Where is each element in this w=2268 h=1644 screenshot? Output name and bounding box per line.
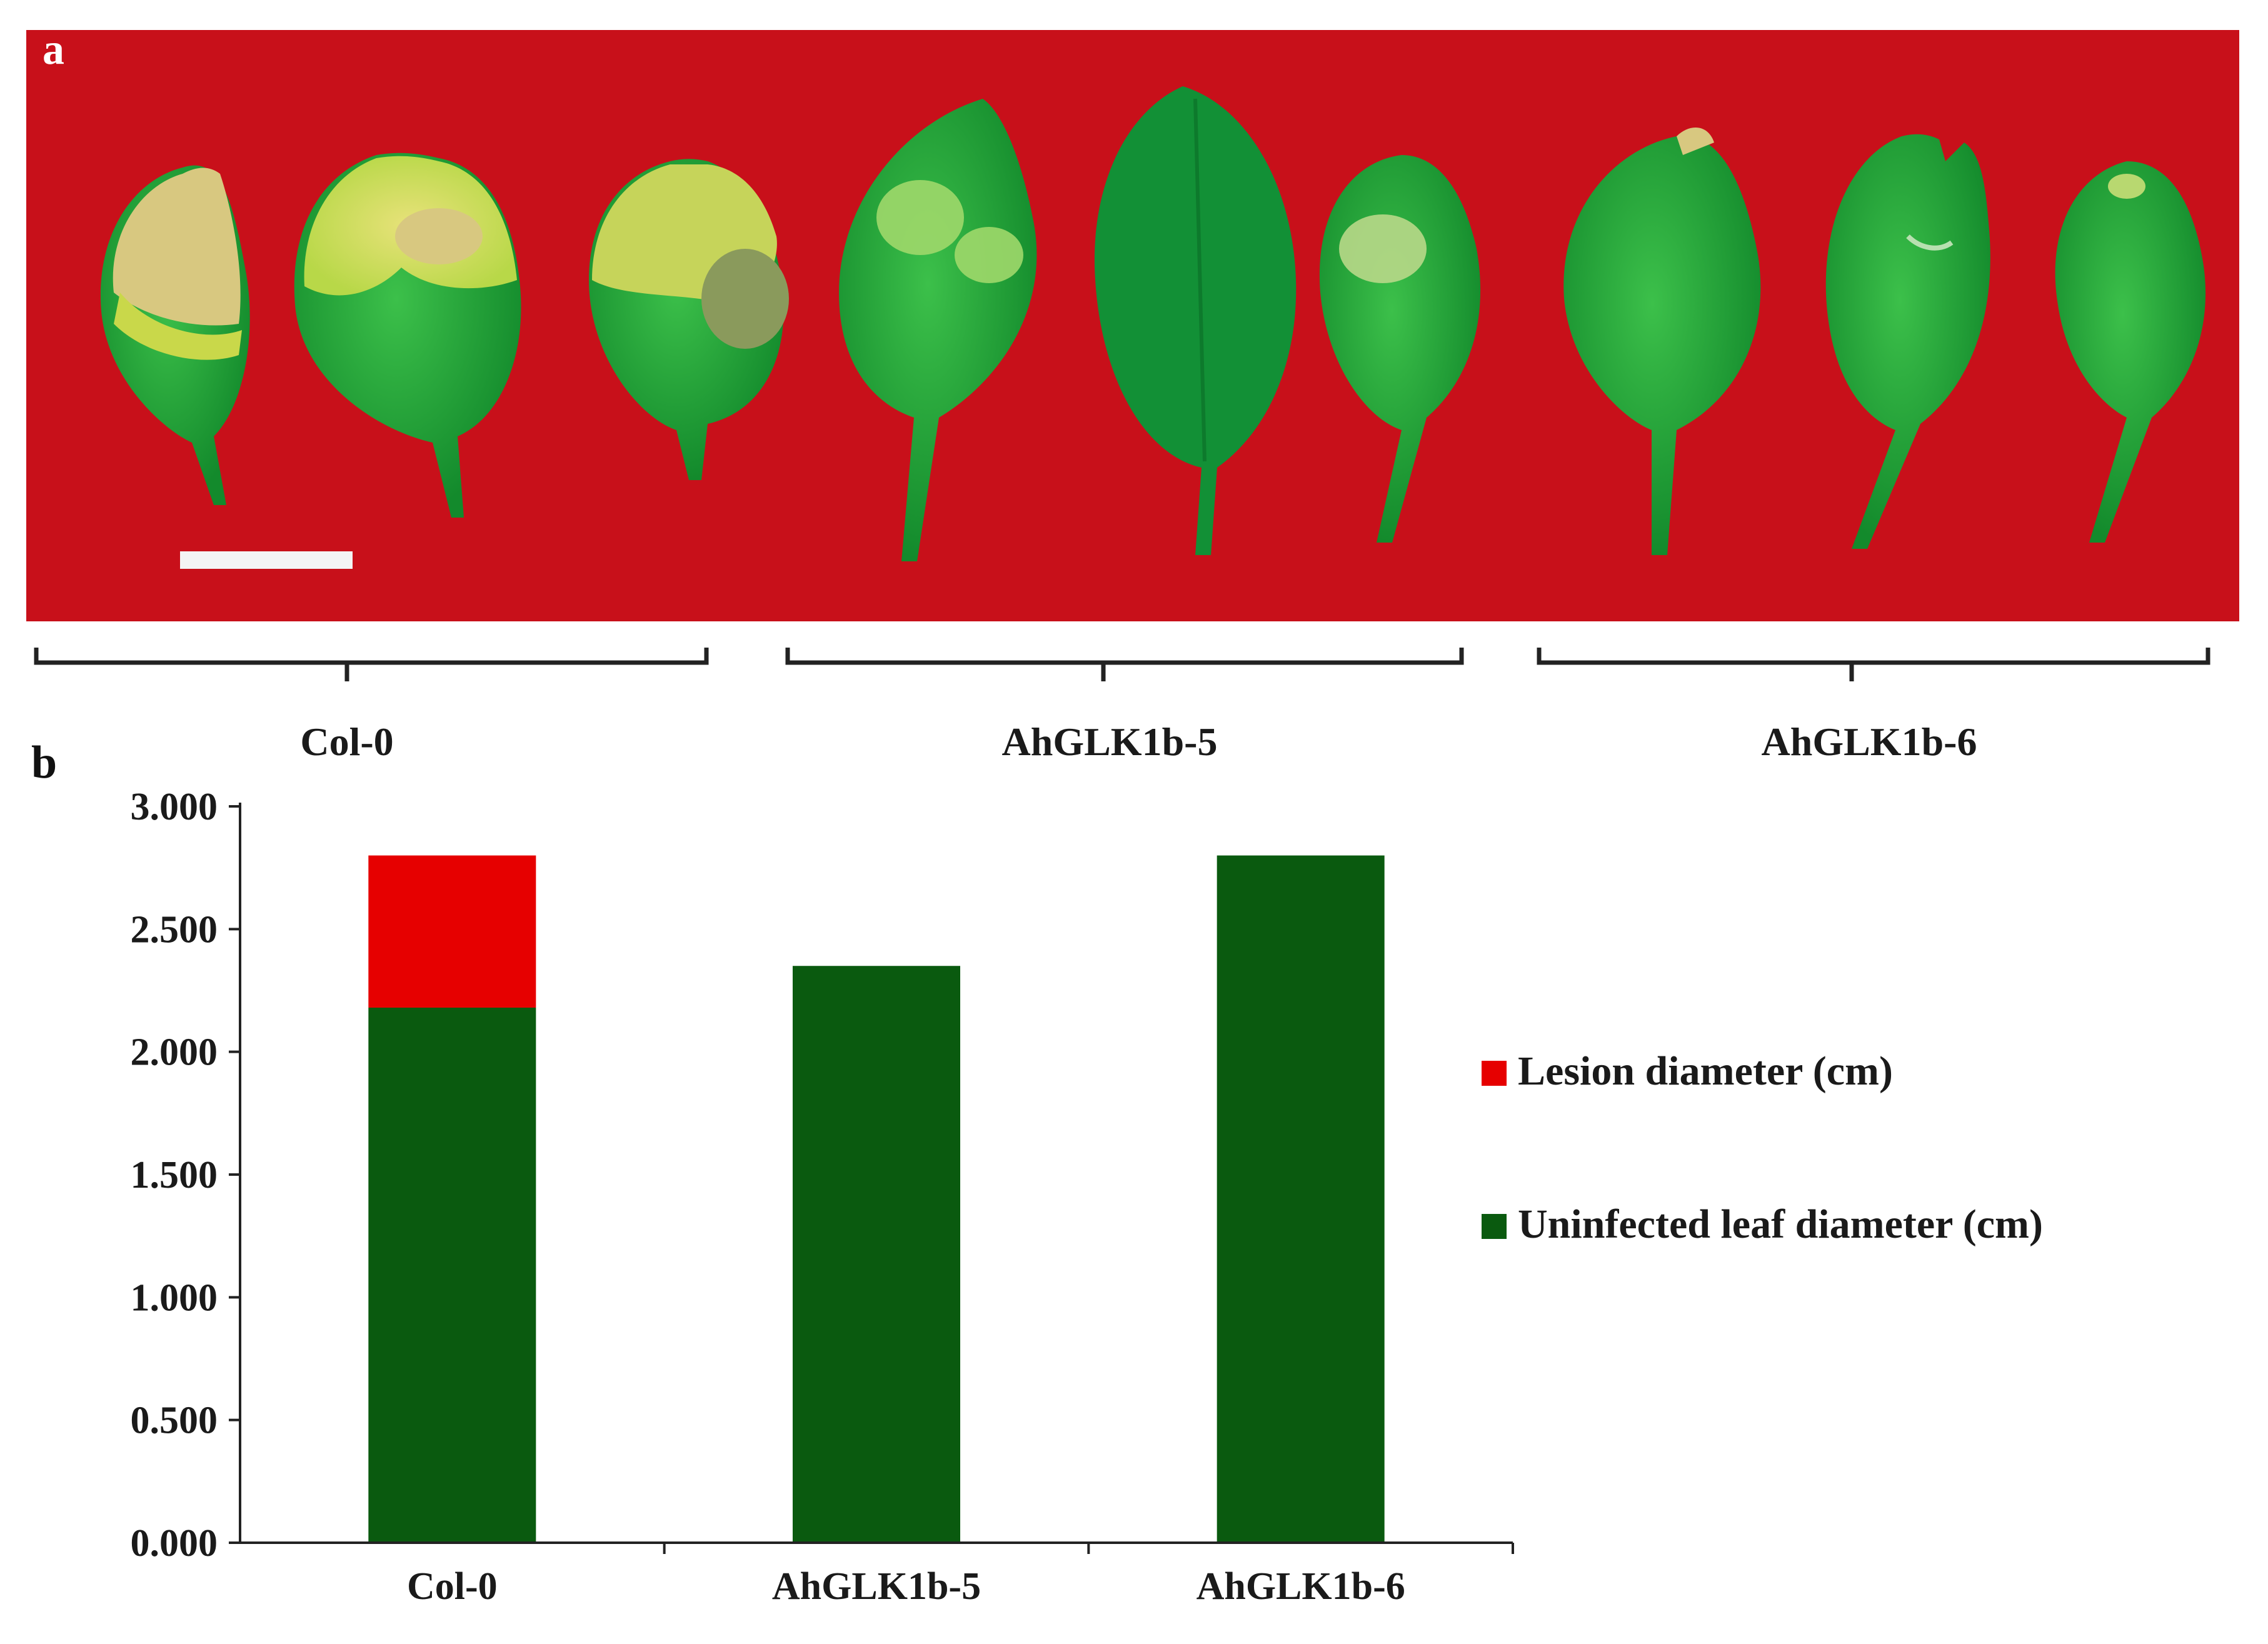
leaf-col0-1 (100, 165, 250, 505)
x-tick-label: AhGLK1b-6 (1197, 1565, 1405, 1608)
leaf-glk6-2 (1825, 134, 1990, 549)
leaf-glk5-3 (1319, 155, 1481, 543)
bar-chart: 0.000 0.500 1.000 1.500 2.000 2.500 3.000 Col-… (131, 786, 2044, 1608)
leaf-photo-panel (26, 30, 2239, 621)
y-tick-label: 0.500 (131, 1400, 218, 1442)
legend-label-uninfected: Uninfected leaf diameter (cm) (1518, 1201, 2043, 1247)
leaf-photo (100, 86, 2206, 561)
bar-uninfected-1 (793, 966, 960, 1543)
leaf-glk5-2 (1094, 86, 1297, 555)
bracket-col0 (34, 648, 709, 681)
panel-label-a: a (43, 26, 64, 74)
bar-uninfected-0 (368, 1007, 536, 1543)
leaf-glk5-1 (839, 99, 1037, 561)
leaf-col0-3 (589, 159, 789, 480)
bracket-glk5 (785, 648, 1464, 681)
bars (368, 855, 1385, 1543)
group-label-glk5: AhGLK1b-5 (1001, 719, 1218, 764)
x-tick-label: AhGLK1b-5 (772, 1565, 981, 1608)
y-tick-label: 1.500 (131, 1154, 218, 1196)
y-tick-label: 2.500 (131, 908, 218, 951)
bar-lesion-0 (368, 855, 536, 1008)
legend-swatch-lesion (1482, 1061, 1507, 1086)
bracket-glk6 (1537, 648, 2210, 681)
leaf-glk6-1 (1563, 128, 1761, 555)
group-label-glk6: AhGLK1b-6 (1761, 719, 1977, 764)
scale-bar (180, 551, 353, 569)
y-tick-label: 3.000 (131, 786, 218, 828)
group-label-col0: Col-0 (300, 719, 394, 764)
bar-uninfected-2 (1217, 855, 1385, 1543)
y-axis: 0.000 0.500 1.000 1.500 2.000 2.500 3.000 (131, 786, 241, 1565)
x-axis: Col-0 AhGLK1b-5 AhGLK1b-6 (240, 1541, 1514, 1608)
y-tick-label: 0.000 (131, 1522, 218, 1565)
x-tick-label: Col-0 (407, 1565, 498, 1608)
legend: Lesion diameter (cm) Uninfected leaf diam… (1482, 1048, 2043, 1247)
panel-label-b: b (31, 737, 58, 788)
group-brackets (34, 648, 2210, 681)
y-tick-label: 2.000 (131, 1031, 218, 1074)
leaf-glk6-3 (2055, 161, 2206, 543)
leaf-col0-2 (294, 153, 521, 518)
legend-label-lesion: Lesion diameter (cm) (1518, 1048, 1893, 1094)
legend-swatch-uninfected (1482, 1214, 1507, 1239)
y-tick-label: 1.000 (131, 1276, 218, 1319)
